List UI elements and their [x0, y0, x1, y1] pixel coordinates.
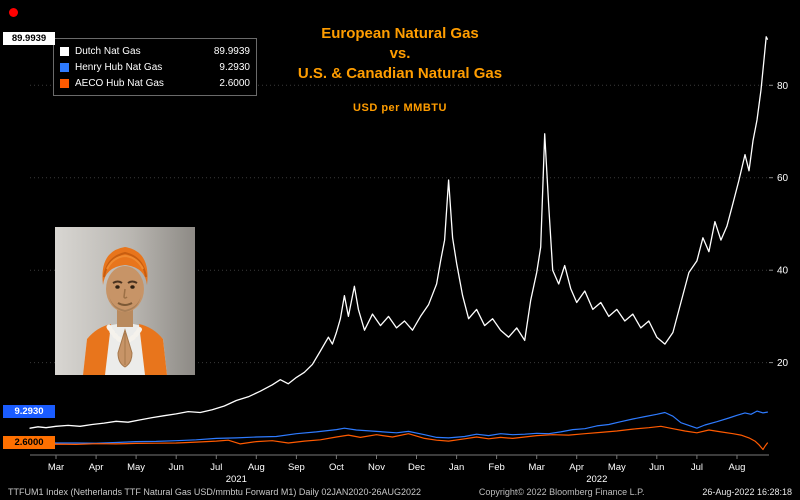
x-axis-label: Jul: [691, 462, 703, 473]
x-axis-label: Mar: [529, 462, 545, 473]
meme-nose: [123, 288, 128, 299]
series-line: [29, 36, 769, 429]
legend: Dutch Nat Gas 89.9939 Henry Hub Nat Gas …: [53, 38, 257, 96]
x-axis-label: Mar: [48, 462, 64, 473]
meme-eye-left: [115, 285, 120, 289]
meme-vest-right: [139, 324, 167, 375]
last-price-label-aeco: 2.6000: [3, 435, 55, 449]
x-axis-label: Oct: [329, 462, 344, 473]
legend-value: 2.6000: [219, 77, 250, 89]
meme-image: [55, 227, 195, 375]
x-axis-label: May: [608, 462, 626, 473]
series-line: [29, 410, 769, 444]
series-line: [29, 425, 769, 451]
alert-dot: [9, 8, 18, 17]
year-label: 2022: [586, 474, 607, 485]
meme-eyebrow-left: [112, 280, 123, 284]
footer-copyright: Copyright© 2022 Bloomberg Finance L.P.: [478, 486, 645, 497]
meme-turban-fold2: [106, 254, 144, 270]
legend-swatch-dutch: [60, 46, 69, 56]
legend-label: Henry Hub Nat Gas: [75, 61, 163, 73]
y-axis-label: 40: [777, 266, 789, 277]
last-price-label-dutch: 89.9939: [3, 32, 55, 46]
x-axis-label: Sep: [288, 462, 305, 473]
y-axis-label: 60: [777, 173, 789, 184]
x-axis-label: Jul: [210, 462, 222, 473]
meme-eyebrow-right: [127, 280, 138, 284]
status-bar: TTFUM1 Index (Netherlands TTF Natural Ga…: [0, 483, 800, 500]
legend-value: 9.2930: [219, 61, 250, 73]
legend-item-aeco[interactable]: AECO Hub Nat Gas 2.6000: [60, 75, 250, 91]
legend-swatch-aeco: [60, 78, 69, 88]
x-axis-label: Jun: [169, 462, 184, 473]
x-axis-label: Apr: [89, 462, 104, 473]
chart-subtitle: USD per MMBTU: [353, 102, 447, 114]
x-axis-label: Dec: [408, 462, 425, 473]
x-axis-label: Nov: [368, 462, 385, 473]
x-axis-label: Jan: [449, 462, 464, 473]
y-axis-label: 20: [777, 358, 789, 369]
meme-vest-left: [83, 324, 111, 375]
footer-ticker-info: TTFUM1 Index (Netherlands TTF Natural Ga…: [8, 486, 421, 497]
footer-timestamp: 26-Aug-2022 16:28:18: [702, 486, 792, 497]
chart-title-line1: European Natural Gas: [321, 25, 479, 42]
x-axis-label: Jun: [649, 462, 664, 473]
meme-mouth: [117, 302, 133, 306]
x-axis-label: Aug: [248, 462, 265, 473]
meme-beard: [109, 295, 141, 312]
legend-label: AECO Hub Nat Gas: [75, 77, 164, 89]
meme-neck: [117, 309, 133, 327]
meme-eye-right: [130, 285, 135, 289]
x-axis-label: Feb: [488, 462, 504, 473]
x-axis-label: Aug: [729, 462, 746, 473]
legend-item-henry-hub[interactable]: Henry Hub Nat Gas 9.2930: [60, 59, 250, 75]
legend-value: 89.9939: [213, 45, 250, 57]
year-label: 2021: [226, 474, 247, 485]
legend-label: Dutch Nat Gas: [75, 45, 141, 57]
chart-title: European Natural Gas vs. U.S. & Canadian…: [210, 24, 590, 118]
legend-swatch-henry-hub: [60, 62, 69, 72]
last-price-label-henry-hub: 9.2930: [3, 405, 55, 419]
x-axis-label: May: [127, 462, 145, 473]
chart-title-line2: vs.: [389, 45, 411, 62]
meme-turban: [102, 247, 148, 285]
chart-title-line3: U.S. & Canadian Natural Gas: [297, 65, 503, 82]
y-axis-label: 80: [777, 81, 789, 92]
legend-item-dutch[interactable]: Dutch Nat Gas 89.9939: [60, 43, 250, 59]
x-axis-label: Apr: [569, 462, 584, 473]
